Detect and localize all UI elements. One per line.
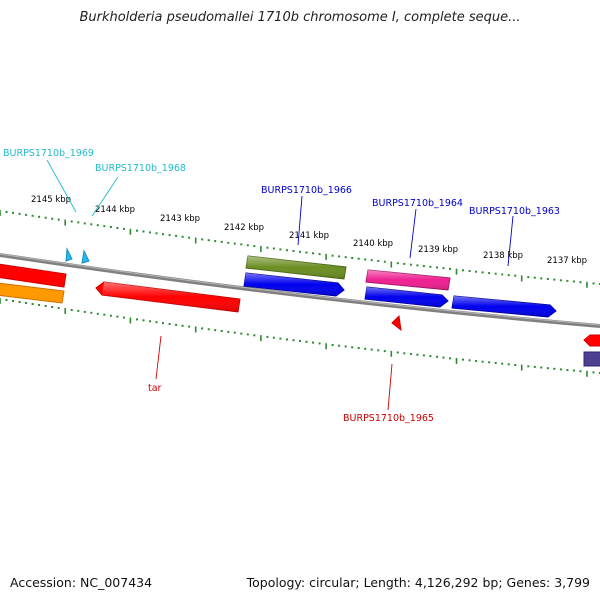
chromosome-backbone-highlight bbox=[0, 253, 600, 326]
label-leaders bbox=[46, 159, 514, 411]
gene-burps1710b-1965[interactable] bbox=[391, 314, 402, 332]
tick-label: 2138 kbp bbox=[483, 251, 523, 261]
label-tar[interactable]: tar bbox=[148, 383, 162, 394]
gene-burps1710b-1969[interactable] bbox=[65, 247, 73, 262]
tick-label: 2140 kbp bbox=[353, 239, 393, 249]
outer-tick-ring bbox=[0, 210, 600, 288]
tick-label: 2145 kbp bbox=[31, 195, 71, 205]
leader-burps1710b-1969 bbox=[46, 159, 77, 213]
leader-tar bbox=[155, 335, 162, 380]
accession-text: Accession: NC_007434 bbox=[10, 575, 153, 590]
gene-burps1710b-1968[interactable] bbox=[81, 249, 90, 264]
gene-shading bbox=[102, 256, 550, 317]
leader-burps1710b-1963 bbox=[507, 215, 514, 267]
tick-label: 2144 kbp bbox=[95, 205, 135, 215]
topology-text: Topology: circular; Length: 4,126,292 bp… bbox=[246, 575, 590, 590]
tick-label: 2141 kbp bbox=[289, 231, 329, 241]
inner-tick-ring bbox=[0, 298, 600, 377]
label-burps1710b-1968[interactable]: BURPS1710b_1968 bbox=[95, 163, 186, 174]
label-burps1710b-1964[interactable]: BURPS1710b_1964 bbox=[372, 198, 463, 209]
leader-burps1710b-1965 bbox=[387, 363, 393, 411]
tick-label: 2139 kbp bbox=[418, 245, 458, 255]
gene-orange-left-edge[interactable] bbox=[0, 282, 65, 304]
page-title: Burkholderia pseudomallei 1710b chromoso… bbox=[79, 10, 521, 25]
tick-label: 2142 kbp bbox=[224, 223, 264, 233]
gene-labels: BURPS1710b_1969 BURPS1710b_1968 BURPS171… bbox=[3, 148, 560, 424]
gene-red-right-edge[interactable] bbox=[583, 334, 600, 347]
label-burps1710b-1969[interactable]: BURPS1710b_1969 bbox=[3, 148, 94, 159]
label-burps1710b-1963[interactable]: BURPS1710b_1963 bbox=[469, 206, 560, 217]
gene-navy-right-edge[interactable] bbox=[583, 351, 600, 367]
label-burps1710b-1965[interactable]: BURPS1710b_1965 bbox=[343, 413, 434, 424]
gene-red-left-edge[interactable] bbox=[0, 263, 67, 288]
leader-burps1710b-1968 bbox=[91, 176, 119, 217]
leader-burps1710b-1966 bbox=[297, 195, 303, 246]
label-burps1710b-1966[interactable]: BURPS1710b_1966 bbox=[261, 185, 352, 196]
tick-label: 2143 kbp bbox=[160, 214, 200, 224]
tick-label: 2137 kbp bbox=[547, 256, 587, 266]
chromosome-backbone bbox=[0, 253, 600, 328]
leader-burps1710b-1964 bbox=[409, 208, 417, 259]
tick-labels: 2145 kbp 2144 kbp 2143 kbp 2142 kbp 2141… bbox=[31, 195, 587, 266]
